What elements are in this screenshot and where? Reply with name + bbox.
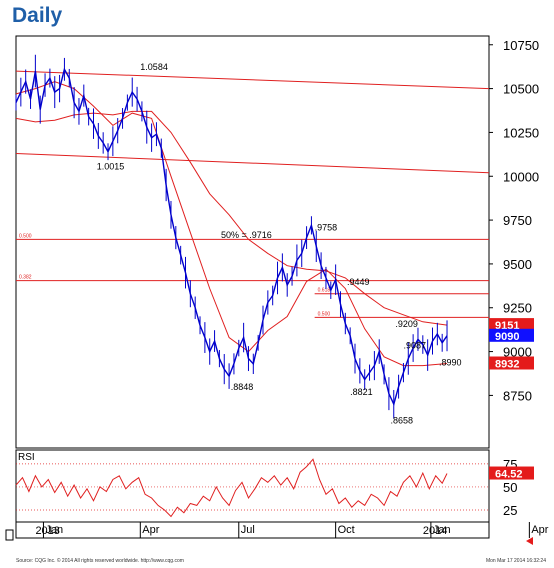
x-tick-label: Jan [433,524,451,536]
y-tick-label: 9500 [503,257,532,272]
scroll-box [5,529,14,541]
last-value-tag-label: 9090 [495,331,519,343]
fib-level-label: 0.382 [19,275,32,281]
y-tick-label: 10750 [503,38,539,53]
price-annotation: .8658 [391,416,414,426]
rsi-y-tick-label: 25 [503,503,517,518]
x-tick-label: Jul [241,524,255,536]
rsi-panel-frame [15,449,490,523]
y-tick-label: 10500 [503,82,539,97]
price-annotation: .9087 [403,340,426,350]
rsi-last-value-tag [489,466,534,480]
price-annotation: .8821 [350,387,373,397]
source-note: Source: CQG Inc. © 2014 All rights reser… [16,558,184,564]
x-tick-label: Jan [45,524,63,536]
scroll-left-arrow-icon[interactable] [526,537,533,545]
ma-slow-line [15,110,448,326]
ma-fast-line [15,81,448,367]
x-tick-label: Apr [531,524,548,536]
rsi-y-tick-label: 50 [503,480,517,495]
trendline [15,152,490,174]
rsi-line [15,458,448,518]
y-tick-label: 9000 [503,345,532,360]
fib-level-label: 0.500 [19,233,32,239]
last-value-tag-label: 8932 [495,358,519,370]
chart-title: Daily [12,4,63,27]
x-year-label: 2013 [35,525,59,537]
trendline [15,70,490,90]
chart-timestamp: Mon Mar 17 2014 16:32:24 [485,558,546,564]
fib-level-label: 0.618 [318,288,331,294]
fib-level-label: 0.500 [318,311,331,317]
y-tick-label: 10250 [503,125,539,140]
last-value-tag [489,318,534,332]
x-tick-label: Apr [142,524,159,536]
rsi-label: RSI [18,452,35,463]
y-tick-label: 8750 [503,388,532,403]
price-annotation: .9209 [395,319,418,329]
x-tick-label: Oct [338,524,355,536]
price-annotation: .9758 [315,223,338,233]
price-annotation: .8990 [439,357,462,367]
y-tick-label: 10000 [503,169,539,184]
y-tick-label: 9750 [503,213,532,228]
y-tick-label: 9250 [503,301,532,316]
price-annotation: 50% = .9716 [221,230,272,240]
rsi-last-value-label: 64.52 [495,469,523,481]
price-annotation: .9449 [347,277,370,287]
last-value-tag [489,328,534,342]
price-annotation: 1.0015 [97,162,125,172]
price-panel-frame [15,35,490,449]
price-series-line [15,67,448,407]
x-axis-frame [15,521,490,539]
last-value-tag [489,356,534,370]
x-year-label: 2014 [423,525,447,537]
price-annotation: .8848 [231,382,254,392]
price-annotation: 1.0584 [140,62,168,72]
